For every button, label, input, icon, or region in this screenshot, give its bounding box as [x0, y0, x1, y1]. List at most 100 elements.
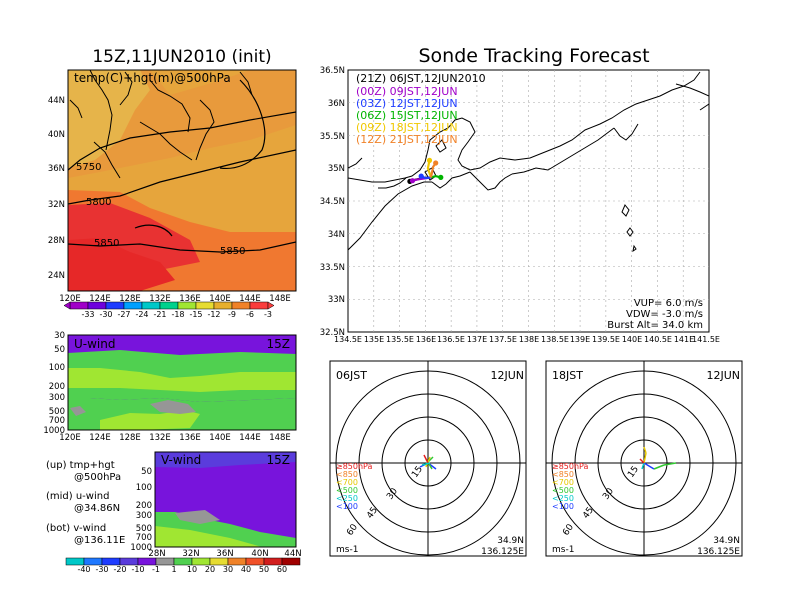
- temp-colorbar-arrow-right: [267, 301, 275, 310]
- polar2-units: ms-1: [552, 545, 574, 555]
- temp-cbar-label: -27: [117, 310, 130, 319]
- wind-hodograph-segment: [643, 446, 647, 454]
- notes: (up) tmp+hgt @500hPa (mid) u-wind @34.86…: [46, 460, 125, 546]
- track-landing-point: [418, 173, 424, 179]
- lon-tick: 148E: [269, 433, 291, 443]
- lon-tick: 138E: [519, 335, 539, 344]
- param-vdw: VDW= -3.0 m/s: [626, 309, 703, 320]
- wind-colorbar-swatch: [137, 557, 157, 566]
- contour-label-5850-b: 5850: [220, 246, 245, 257]
- lon-tick: 132E: [149, 433, 171, 443]
- u-wind-lon-ticks: 120E 124E 128E 132E 136E 140E 144E 148E: [59, 433, 291, 443]
- wind-cbar-label: -20: [113, 565, 126, 574]
- track-landing-point: [426, 157, 433, 163]
- param-burst: Burst Alt= 34.0 km: [607, 320, 703, 331]
- wind-hodograph-segment: [421, 462, 431, 466]
- wind-colorbar: [65, 557, 301, 566]
- polar2-time: 18JST: [552, 369, 583, 382]
- lat-tick: 36N: [216, 549, 233, 559]
- temp-colorbar-arrow-left: [63, 301, 71, 310]
- wind-colorbar-swatch: [191, 557, 211, 566]
- temp-cbar-label: -18: [171, 310, 184, 319]
- lat-tick: 40N: [251, 549, 268, 559]
- lat-tick: 34.5N: [320, 197, 345, 207]
- u-wind-panel: [67, 334, 297, 431]
- lon-tick: 124E: [89, 433, 111, 443]
- track-lon-ticks: 134.5E 135E 135.5E 136E 136.5E 137E 137.…: [334, 335, 720, 344]
- temp-cbar-label: -12: [207, 310, 220, 319]
- temp-colorbar-swatch: [141, 301, 161, 310]
- contour-label-5850-a: 5850: [94, 238, 119, 249]
- temp-cbar-label: -3: [264, 310, 272, 319]
- track-landing-point: [433, 160, 439, 166]
- lat-tick: 33N: [328, 295, 345, 305]
- coastline: [348, 71, 709, 253]
- lon-tick: 136E: [179, 294, 201, 304]
- lat-tick: 36N: [48, 164, 65, 174]
- note-up-1: (up) tmp+hgt: [46, 460, 115, 471]
- lat-tick: 36N: [328, 99, 345, 109]
- lon-tick: 136E: [179, 433, 201, 443]
- p-tick: 100: [49, 363, 65, 373]
- wind-colorbar-swatch: [173, 557, 193, 566]
- wind-colorbar-swatch: [227, 557, 247, 566]
- lat-tick: 44N: [48, 96, 65, 106]
- lat-tick: 35N: [328, 164, 345, 174]
- p-tick: 300: [49, 393, 65, 403]
- wind-hodograph-segment: [663, 462, 677, 466]
- map-lat-ticks: 44N 40N 36N 32N 28N 24N: [48, 96, 65, 281]
- temp-cbar-label: -21: [153, 310, 166, 319]
- p-tick: 100: [136, 483, 152, 493]
- wind-cbar-label: -1: [152, 565, 160, 574]
- wind-hodograph-segment: [641, 462, 645, 470]
- temp-colorbar-swatch: [123, 301, 143, 310]
- lon-tick: 124E: [89, 294, 111, 304]
- temp-colorbar-swatch: [69, 301, 89, 310]
- polar2-labels: 18JST 12JUN ms-1 34.9N 136.125E 15 30 45…: [552, 369, 740, 557]
- wind-cbar-label: 20: [205, 565, 215, 574]
- track-legend: (21Z) 06JST,12JUN2010 (00Z) 09JST,12JUN …: [356, 72, 486, 146]
- level-legend-entry: <100: [336, 502, 358, 511]
- legend-entry: (09Z) 18JST,12JUN: [356, 121, 458, 134]
- wind-cbar-label: -10: [131, 565, 144, 574]
- lat-tick: 34N: [328, 230, 345, 240]
- lat-tick: 44N: [284, 549, 301, 559]
- v-wind-panel: [154, 451, 297, 548]
- map-label: temp(C)+hgt(m)@500hPa: [74, 71, 231, 85]
- lon-tick: 128E: [119, 294, 141, 304]
- polar-plot-06jst: [329, 360, 527, 557]
- wind-cbar-label: 10: [187, 565, 197, 574]
- wind-hodograph-segment: [653, 464, 665, 470]
- legend-entry: (21Z) 06JST,12JUN2010: [356, 72, 486, 85]
- map-lon-ticks: 120E 124E 128E 132E 136E 140E 144E 148E: [59, 294, 291, 304]
- legend-entry: (12Z) 21JST,12JUN: [356, 133, 458, 146]
- lat-tick: 40N: [48, 130, 65, 140]
- level-legend-entry: <250: [552, 494, 574, 503]
- wind-cbar-label: 1: [171, 565, 176, 574]
- temp-cbar-label: -9: [228, 310, 236, 319]
- wind-colorbar-swatch: [263, 557, 283, 566]
- p-tick: 500: [136, 524, 152, 534]
- wind-cbar-label: -40: [77, 565, 90, 574]
- polar2-coord1: 34.9N: [713, 536, 740, 546]
- polar2-date: 12JUN: [706, 369, 740, 382]
- level-legend-entry: <700: [552, 478, 574, 487]
- lon-tick: 148E: [269, 294, 291, 304]
- lon-tick: 135E: [364, 335, 384, 344]
- wind-cbar-label: -30: [95, 565, 108, 574]
- temp-cbar-label: -33: [81, 310, 94, 319]
- u-wind-time: 15Z: [267, 337, 291, 351]
- lat-tick: 28N: [48, 236, 65, 246]
- wind-colorbar-swatch: [65, 557, 85, 566]
- lon-tick: 140.5E: [644, 335, 672, 344]
- polar1-coord1: 34.9N: [497, 536, 524, 546]
- polar1-date: 12JUN: [490, 369, 524, 382]
- lat-tick: 32.5N: [320, 328, 345, 338]
- u-wind-label: U-wind: [74, 337, 115, 351]
- lon-tick: 140E: [209, 433, 231, 443]
- wind-hodograph-segment: [643, 452, 647, 464]
- lon-tick: 120E: [59, 294, 81, 304]
- temp-colorbar-labels: -33 -30 -27 -24 -21 -18 -15 -12 -9 -6 -3: [81, 310, 272, 319]
- wind-colorbar-labels: -40 -30 -20 -10 -1 1 10 20 30 40 50 60: [77, 565, 287, 574]
